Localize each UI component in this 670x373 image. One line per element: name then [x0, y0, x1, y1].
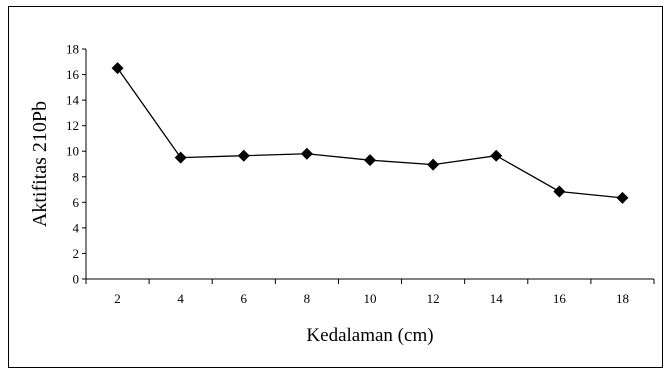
- data-point: [364, 154, 376, 167]
- x-tick-label: 4: [177, 291, 184, 306]
- x-tick-label: 8: [304, 291, 311, 306]
- y-axis-ticks: 0 2 4 6 8 10 12 14 16 18: [66, 42, 86, 287]
- x-axis-ticks: 2 4 6 8 10 12 14 16 18: [85, 279, 655, 306]
- data-point: [174, 151, 187, 164]
- data-point: [616, 191, 629, 204]
- x-tick-label: 12: [427, 291, 440, 306]
- x-tick-label: 18: [616, 291, 629, 306]
- x-tick-label: 2: [114, 291, 121, 306]
- y-tick-label: 18: [66, 42, 79, 57]
- y-axis-title: Aktifitas 210Pb: [29, 101, 51, 227]
- y-tick-label: 10: [66, 144, 79, 159]
- data-point: [490, 149, 503, 162]
- data-point: [427, 158, 440, 171]
- y-tick-label: 2: [73, 246, 80, 261]
- x-tick-label: 6: [241, 291, 248, 306]
- y-tick-label: 6: [73, 195, 80, 210]
- y-tick-label: 14: [66, 93, 80, 108]
- y-tick-label: 16: [66, 67, 80, 82]
- x-tick-label: 16: [553, 291, 567, 306]
- y-tick-label: 12: [66, 118, 79, 133]
- x-axis-title: Kedalaman (cm): [306, 325, 433, 346]
- x-tick-label: 10: [364, 291, 377, 306]
- data-point: [300, 147, 313, 160]
- y-tick-label: 0: [73, 272, 80, 287]
- data-point: [553, 185, 566, 198]
- series-markers: [111, 62, 629, 204]
- y-tick-label: 8: [73, 169, 80, 184]
- x-tick-label: 14: [490, 291, 504, 306]
- data-point: [111, 62, 124, 75]
- y-tick-label: 4: [73, 220, 80, 235]
- data-point: [237, 149, 250, 162]
- series-line: [117, 67, 623, 199]
